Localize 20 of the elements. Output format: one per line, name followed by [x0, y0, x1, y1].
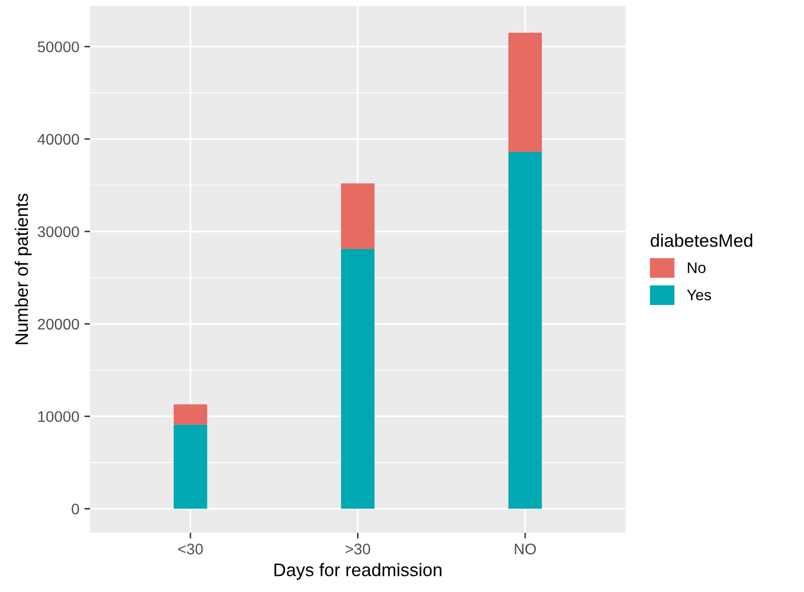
legend-label: No — [688, 262, 706, 274]
y-tick-label: 20000 — [38, 318, 80, 330]
y-tick-label: 30000 — [38, 226, 80, 238]
bar — [341, 249, 375, 509]
x-tick-label: >30 — [346, 544, 370, 554]
legend-title: diabetesMed — [650, 234, 752, 247]
y-tick-label: 10000 — [38, 411, 80, 422]
bar — [174, 424, 208, 509]
legend-label: Yes — [686, 290, 712, 300]
y-axis-title: Number of patients — [14, 194, 32, 344]
x-tick-label: <30 — [178, 544, 203, 554]
y-tick-label: 40000 — [38, 134, 80, 145]
x-axis-title: Days for readmission — [274, 563, 442, 580]
y-tick-label: 50000 — [38, 41, 80, 52]
x-tick-label: NO — [514, 544, 536, 554]
bar — [508, 152, 542, 509]
bar — [508, 32, 542, 152]
bar — [341, 183, 375, 250]
bar — [174, 404, 208, 425]
y-tick-label: 0 — [72, 504, 80, 514]
